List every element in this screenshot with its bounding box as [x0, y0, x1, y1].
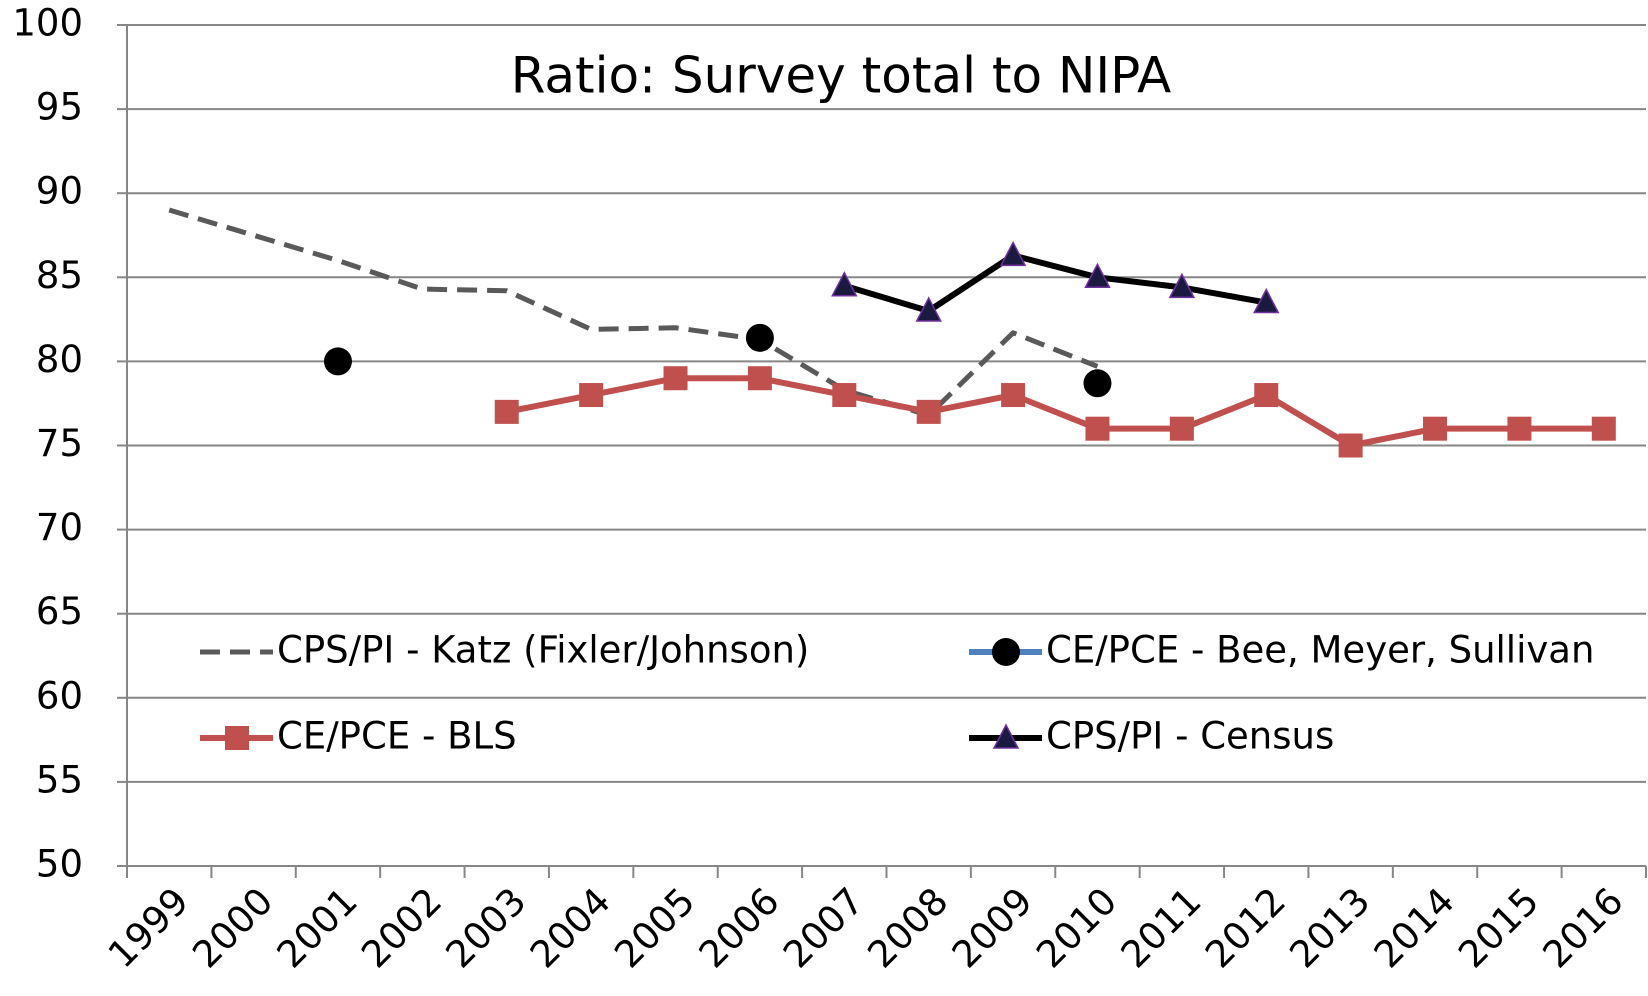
x-tick-label: 2001 — [269, 879, 366, 976]
legend-label: CPS/PI - Katz (Fixler/Johnson) — [277, 629, 809, 672]
point — [831, 271, 858, 297]
legend-item: CPS/PI - Census — [969, 715, 1334, 758]
point — [1253, 287, 1280, 314]
series-line — [843, 252, 1267, 314]
legend-label: CE/PCE - BLS — [277, 715, 517, 758]
y-tick-label: 65 — [36, 590, 83, 633]
series-line — [168, 207, 1099, 418]
point — [1169, 416, 1194, 441]
x-tick-label: 2007 — [775, 879, 872, 976]
point — [1084, 262, 1111, 289]
point — [579, 383, 604, 408]
point — [745, 323, 774, 352]
x-tick-label: 2005 — [606, 879, 703, 976]
legend-item: CPS/PI - Katz (Fixler/Johnson) — [200, 629, 809, 672]
point — [494, 399, 519, 424]
point — [915, 296, 942, 322]
point — [1001, 383, 1026, 408]
y-tick-label: 90 — [36, 170, 83, 213]
x-tick-label: 2011 — [1113, 879, 1210, 976]
legend-marker — [225, 726, 249, 750]
x-tick-label: 2009 — [944, 879, 1041, 976]
legend-marker — [992, 638, 1020, 666]
point — [999, 240, 1027, 267]
point — [1254, 383, 1279, 408]
x-tick-label: 2003 — [438, 879, 535, 976]
x-tick-label: 1999 — [100, 879, 197, 976]
x-tick-label: 2006 — [691, 879, 788, 976]
y-tick-label: 60 — [36, 674, 83, 717]
point — [1338, 433, 1363, 458]
point — [1423, 416, 1448, 441]
legend-item: CE/PCE - BLS — [200, 715, 517, 758]
point — [1085, 416, 1110, 441]
chart-title: Ratio: Survey total to NIPA — [511, 47, 1172, 105]
y-tick-label: 100 — [12, 2, 83, 45]
x-tick-label: 2008 — [859, 879, 956, 976]
point — [747, 366, 772, 391]
legend-item: CE/PCE - Bee, Meyer, Sullivan — [969, 629, 1594, 672]
x-tick-label: 2012 — [1197, 879, 1294, 976]
y-tick-label: 55 — [36, 758, 83, 801]
point — [1507, 416, 1532, 441]
x-tick-label: 2013 — [1281, 879, 1378, 976]
point — [1083, 369, 1112, 398]
x-tick-label: 2000 — [184, 879, 281, 976]
point — [663, 366, 688, 391]
y-tick-label: 50 — [36, 843, 83, 886]
y-tick-label: 80 — [36, 338, 83, 381]
point — [1168, 272, 1196, 299]
x-tick-label: 2002 — [353, 879, 450, 976]
y-tick-label: 75 — [36, 422, 83, 465]
y-tick-label: 85 — [36, 254, 83, 297]
point — [916, 399, 941, 424]
x-tick-label: 2014 — [1366, 879, 1463, 976]
series-line — [506, 375, 1604, 449]
point — [832, 383, 857, 408]
point — [323, 347, 352, 376]
x-tick-label: 2010 — [1028, 879, 1125, 976]
legend-label: CPS/PI - Census — [1046, 715, 1334, 758]
legend-marker — [992, 723, 1020, 749]
point — [1591, 416, 1616, 441]
x-tick-label: 2016 — [1535, 879, 1632, 976]
y-tick-label: 95 — [36, 86, 83, 129]
x-tick-label: 2015 — [1450, 879, 1547, 976]
legend-label: CE/PCE - Bee, Meyer, Sullivan — [1046, 629, 1594, 672]
x-tick-label: 2004 — [522, 879, 619, 976]
y-tick-label: 70 — [36, 506, 83, 549]
